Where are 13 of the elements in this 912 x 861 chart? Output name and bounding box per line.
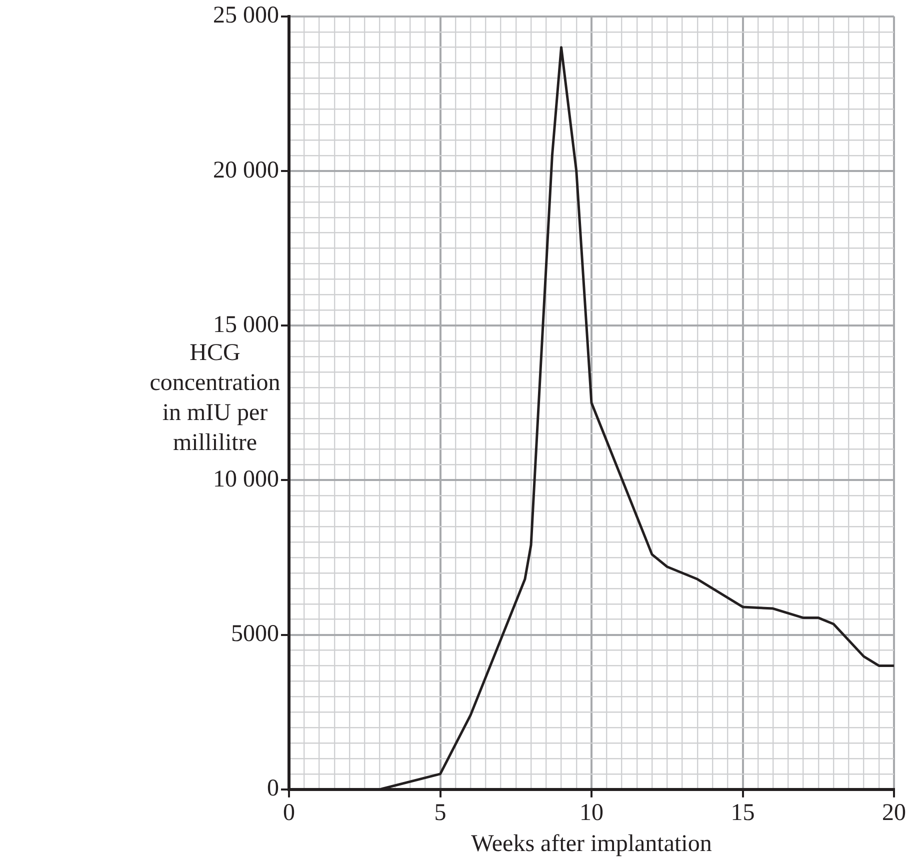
x-axis-title: Weeks after implantation	[471, 830, 712, 857]
y-tick-label: 15 000	[213, 312, 279, 338]
y-tick-label: 20 000	[213, 157, 279, 184]
y-tick-label: 10 000	[213, 466, 279, 492]
y-axis-title: HCG concentration in mIU per millilitre	[148, 339, 282, 458]
y-tick-label: 25 000	[213, 2, 279, 29]
x-tick-label: 10	[580, 800, 604, 826]
y-tick-label: 5000	[231, 621, 279, 648]
x-tick-label: 15	[730, 800, 755, 826]
x-tick-label: 5	[434, 800, 446, 826]
x-tick-label: 20	[882, 800, 906, 826]
x-tick-label: 0	[283, 800, 295, 826]
y-tick-label: 0	[267, 776, 279, 802]
